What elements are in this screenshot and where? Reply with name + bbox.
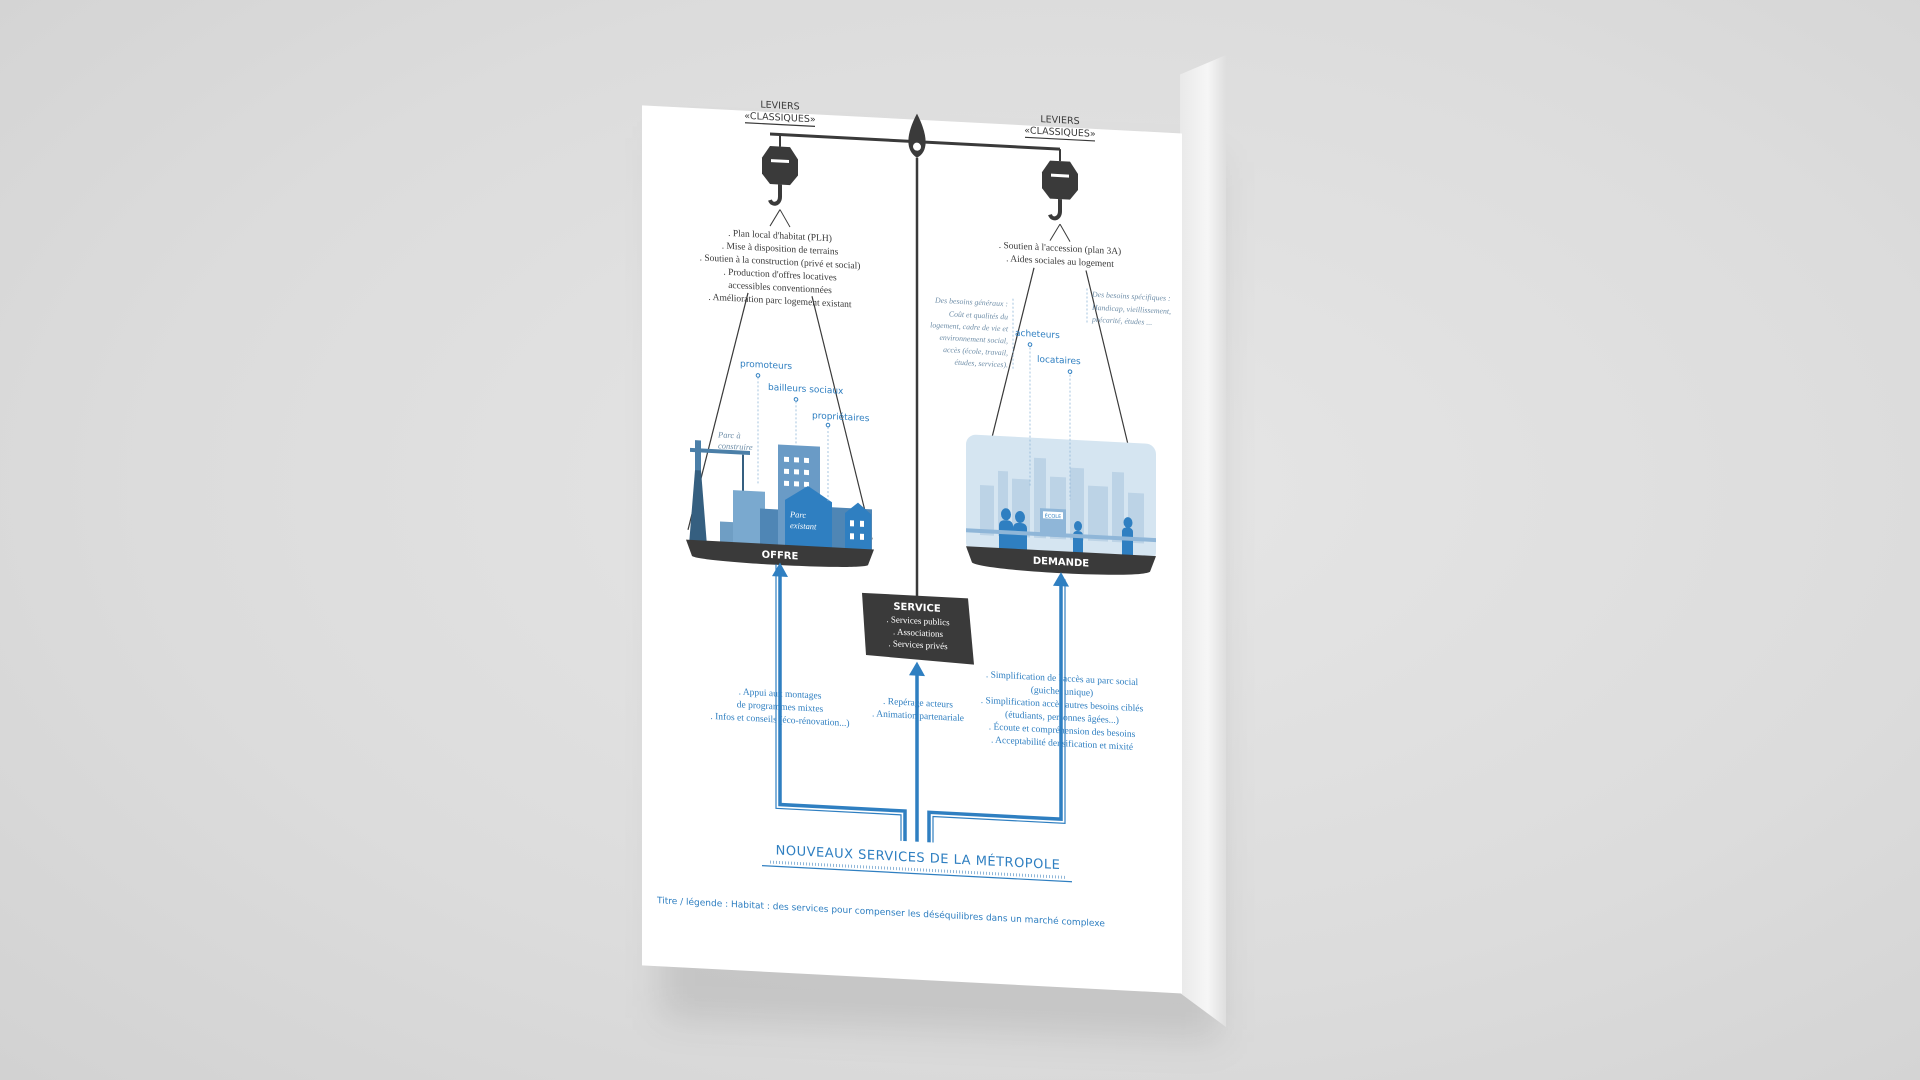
dot-bailleurs — [793, 397, 799, 402]
footer-hatching — [770, 860, 1066, 879]
actor-bailleurs-sociaux: bailleurs sociaux — [768, 383, 844, 397]
left-string-a — [769, 209, 781, 227]
arrow-left-line — [778, 574, 907, 842]
bottom-center-2: . Animation partenariale — [872, 709, 964, 724]
service-item-2: . Associations — [893, 626, 943, 639]
poster-face — [642, 105, 1182, 994]
scale-pivot — [908, 113, 926, 158]
right-hook-icon — [1048, 199, 1062, 221]
left-levers-line1: LEVIERS — [760, 100, 799, 113]
dot-locataires — [1067, 369, 1073, 374]
left-string-d — [811, 296, 873, 540]
actor-acheteurs: acheteurs — [1015, 329, 1060, 341]
service-item-1: . Services publics — [886, 614, 950, 627]
service-box — [862, 592, 974, 665]
ground-line — [966, 528, 1156, 543]
left-string-b — [779, 209, 791, 228]
parc-a-construire-1: Parc à — [717, 429, 741, 440]
parc-existant-house — [785, 486, 832, 553]
right-levers-line2: «CLASSIQUES» — [1024, 125, 1096, 140]
right-levers-line1: LEVIERS — [1040, 114, 1079, 127]
offre-label: OFFRE — [762, 550, 799, 563]
right-weight-icon — [1042, 160, 1078, 200]
besoins-generaux-4: environnement social, — [939, 333, 1008, 346]
pivot-hole — [913, 142, 921, 151]
actor-locataires: locataires — [1037, 355, 1081, 367]
building-block-b — [733, 490, 765, 549]
bottom-left-1: . Appui aux montages — [739, 687, 822, 701]
besoins-specifiques-2: Handicap, vieillissement, — [1091, 303, 1171, 316]
crane-base — [689, 470, 707, 546]
bottom-left-2: de programmes mixtes — [737, 700, 824, 715]
parc-a-construire-2: construire — [718, 440, 753, 452]
right-weight-mark — [1051, 173, 1069, 178]
dot-proprietaires — [825, 422, 831, 428]
arrow-right-line — [927, 584, 1063, 843]
right-levers-underline — [1025, 136, 1095, 142]
school-sign — [1043, 511, 1063, 520]
crane-jib — [690, 447, 750, 456]
dot-acheteurs — [1027, 342, 1033, 347]
offre-illustration — [689, 440, 872, 555]
small-house — [845, 502, 871, 555]
offre-pan — [686, 539, 874, 567]
demande-pan — [966, 546, 1156, 575]
besoins-generaux-1: Des besoins généraux : — [934, 296, 1008, 309]
left-weight-icon — [762, 146, 798, 186]
besoins-generaux-2: Coût et qualités du — [949, 309, 1008, 321]
besoins-specifiques-3: précarité, études ... — [1091, 315, 1152, 327]
right-string-a — [1049, 223, 1061, 241]
bottom-center-1: . Repérage acteurs — [883, 697, 953, 711]
arrow-right-inner — [932, 579, 1066, 843]
left-list-item-1: . Plan local d'habitat (PLH) — [728, 228, 832, 244]
besoins-generaux-6: études, services). — [955, 358, 1008, 370]
service-item-3: . Services privés — [888, 638, 948, 651]
arrow-center-head — [909, 661, 925, 677]
bottom-right-2: (guichet unique) — [1031, 685, 1093, 699]
besoins-specifiques-1: Des besoins spécifiques : — [1091, 290, 1171, 303]
parc-existant-2: existant — [790, 520, 817, 531]
actor-promoteurs: promoteurs — [740, 359, 792, 372]
demande-label: DEMANDE — [1033, 556, 1089, 570]
right-string-b — [1059, 223, 1071, 242]
actor-proprietaires: propriétaires — [812, 410, 870, 424]
parc-existant-1: Parc — [789, 509, 806, 520]
besoins-generaux-3: logement, cadre de vie et — [930, 320, 1009, 333]
arrow-left-inner — [775, 564, 902, 841]
left-levers-line2: «CLASSIQUES» — [744, 111, 816, 126]
besoins-generaux-5: accès (école, travail, — [943, 345, 1008, 357]
crane-cable — [742, 454, 744, 495]
board-edge — [1180, 55, 1226, 1027]
service-title: SERVICE — [893, 601, 941, 614]
school-sign-text: ÉCOLE — [1045, 511, 1062, 520]
footer-underline — [762, 865, 1072, 883]
dot-promoteurs — [755, 373, 761, 378]
left-weight-mark — [771, 159, 789, 164]
left-levers-underline — [745, 122, 815, 127]
left-hook-icon — [768, 184, 782, 206]
